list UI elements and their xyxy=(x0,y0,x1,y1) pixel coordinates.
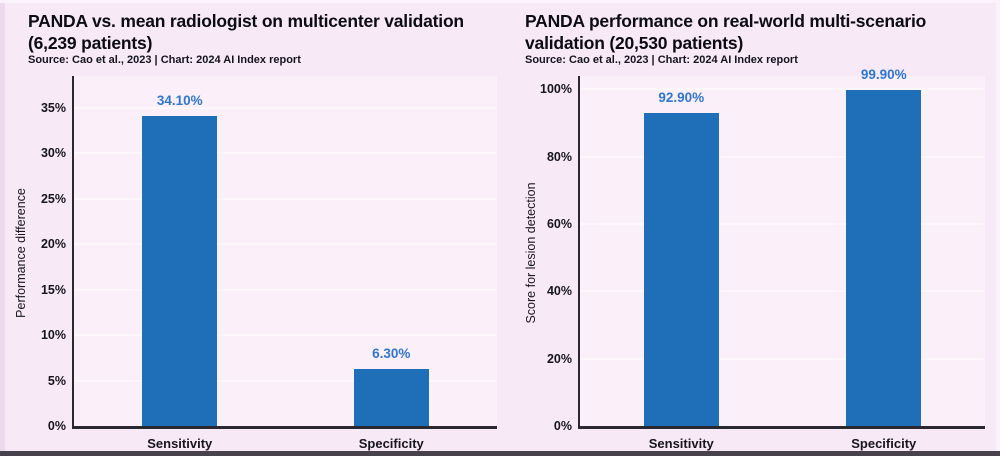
chart-title: PANDA vs. mean radiologist on multicente… xyxy=(28,10,464,54)
page-edge-left xyxy=(0,0,5,456)
plot-area: 0% 20% 40% 60% 80% 100% 92.90% Sensitivity 99.90… xyxy=(540,67,985,451)
page-edge-top xyxy=(0,0,1000,3)
gridline xyxy=(74,243,497,246)
y-tick-label: 100% xyxy=(540,82,572,97)
chart-source: Source: Cao et al., 2023 | Chart: 2024 A… xyxy=(28,54,301,66)
y-tick-label: 15% xyxy=(40,282,66,297)
x-category-label: Sensitivity xyxy=(648,436,714,451)
y-tick-label: 40% xyxy=(546,284,572,299)
y-tick-label: 20% xyxy=(546,351,572,366)
bar-value-label: 34.10% xyxy=(156,93,203,108)
page-edge-bottom xyxy=(0,451,1000,456)
y-tick-label: 5% xyxy=(47,373,66,388)
plot-area: 0% 5% 10% 15% 20% 25% 30% 35% 34.10% Sensitivity 6… xyxy=(41,76,497,451)
gridline xyxy=(580,357,985,360)
bar-specificity xyxy=(353,368,429,426)
gridline xyxy=(580,155,985,158)
chart-panel-right: PANDA performance on real-world multi-sc… xyxy=(500,0,1000,456)
chart-title: PANDA performance on real-world multi-sc… xyxy=(525,10,926,54)
y-axis-label: Score for lesion detection xyxy=(524,182,538,324)
chart-source: Source: Cao et al., 2023 | Chart: 2024 A… xyxy=(525,54,798,66)
y-tick-label: 0% xyxy=(553,419,572,433)
y-tick-label: 0% xyxy=(47,419,66,433)
y-tick-label: 30% xyxy=(40,146,66,161)
y-tick-label: 35% xyxy=(40,100,66,115)
y-tick-label: 10% xyxy=(40,328,66,343)
gridline xyxy=(74,197,497,200)
bar-value-label: 92.90% xyxy=(658,90,705,106)
bar-sensitivity xyxy=(142,116,218,426)
chart-title-line: PANDA performance on real-world multi-sc… xyxy=(525,11,927,31)
chart-title-line: validation (20,530 patients) xyxy=(525,33,744,53)
bar-specificity xyxy=(846,89,922,426)
y-tick-label: 20% xyxy=(40,237,66,252)
y-tick-label: 25% xyxy=(40,191,66,206)
x-category-label: Specificity xyxy=(851,436,917,451)
gridline xyxy=(74,152,497,155)
gridline xyxy=(74,379,497,382)
x-category-label: Sensitivity xyxy=(147,436,213,451)
bar-value-label: 6.30% xyxy=(372,345,411,361)
chart-title-line: (6,239 patients) xyxy=(28,33,153,53)
gridline xyxy=(580,88,985,91)
gridline xyxy=(580,223,985,226)
gridline xyxy=(580,290,985,293)
gridline xyxy=(74,334,497,337)
y-tick-label: 80% xyxy=(546,149,572,164)
bar-sensitivity xyxy=(643,113,719,426)
gridline xyxy=(74,106,497,109)
page-edge-right xyxy=(996,0,1000,456)
gridline xyxy=(74,288,497,291)
bar-value-label: 99.90% xyxy=(860,66,907,82)
y-tick-label: 60% xyxy=(546,217,572,232)
y-axis-label: Performance difference xyxy=(14,188,28,318)
chart-title-line: PANDA vs. mean radiologist on multicente… xyxy=(28,11,464,31)
chart-panel-left: PANDA vs. mean radiologist on multicente… xyxy=(14,10,497,451)
x-category-label: Specificity xyxy=(358,436,424,451)
